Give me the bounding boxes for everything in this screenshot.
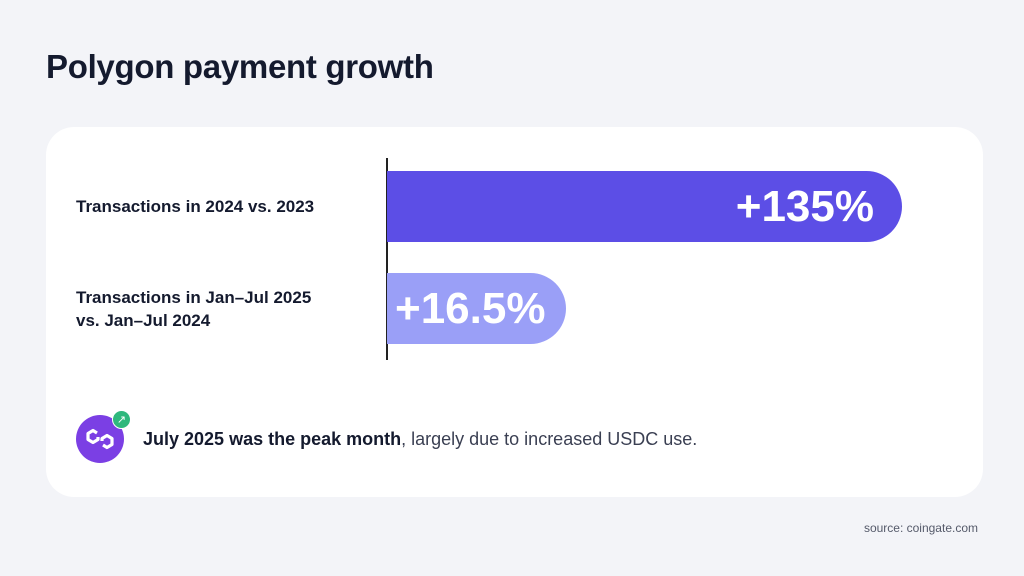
- category-label-line: Transactions in 2024 vs. 2023: [76, 197, 315, 216]
- category-label-line: Transactions in Jan–Jul 2025: [76, 288, 312, 307]
- category-label-2: Transactions in Jan–Jul 2025 vs. Jan–Jul …: [76, 286, 311, 332]
- axis-line: [386, 158, 388, 360]
- bar-1: +135%: [387, 171, 902, 242]
- note-bold: July 2025 was the peak month: [143, 429, 402, 449]
- chart-card: Transactions in 2024 vs. 2023 Transactio…: [46, 127, 983, 497]
- note-rest: , largely due to increased USDC use.: [401, 429, 698, 449]
- arrow-up-right-icon: ↗: [112, 410, 131, 429]
- page-title: Polygon payment growth: [46, 48, 434, 85]
- data-label-2: +16.5%: [395, 283, 546, 333]
- note-text: July 2025 was the peak month, largely du…: [143, 429, 697, 450]
- bar-2: +16.5%: [387, 273, 566, 344]
- data-label-1: +135%: [735, 181, 874, 231]
- category-label-line: vs. Jan–Jul 2024: [76, 311, 211, 330]
- category-label-1: Transactions in 2024 vs. 2023: [76, 195, 314, 218]
- source-text: source: coingate.com: [863, 521, 978, 535]
